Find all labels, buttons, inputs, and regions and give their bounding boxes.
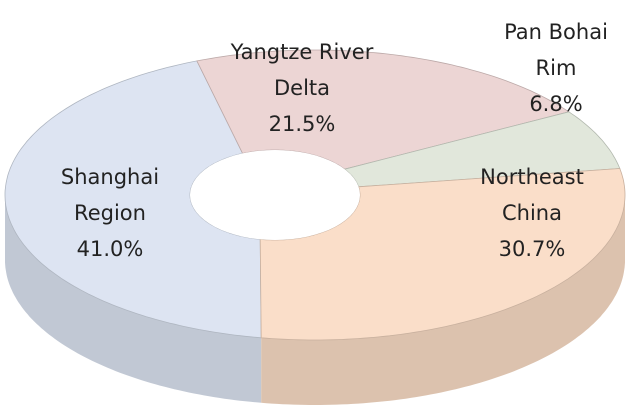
value-label: 21.5% bbox=[268, 112, 336, 136]
slice-side bbox=[261, 195, 625, 405]
category-name: Pan Bohai Rim bbox=[504, 20, 608, 80]
data-label: Pan Bohai Rim 6.8% bbox=[496, 14, 616, 122]
value-label: 41.0% bbox=[76, 237, 144, 261]
category-name: Northeast China bbox=[480, 165, 584, 225]
data-label: Shanghai Region 41.0% bbox=[55, 159, 165, 267]
data-label: Northeast China 30.7% bbox=[472, 159, 592, 267]
category-name: Shanghai Region bbox=[60, 165, 160, 225]
slice-side bbox=[5, 195, 262, 403]
value-label: 30.7% bbox=[498, 237, 566, 261]
category-name: Yangtze River Delta bbox=[230, 40, 374, 100]
data-label: Yangtze River Delta 21.5% bbox=[217, 34, 387, 142]
donut-hole bbox=[190, 150, 360, 240]
value-label: 6.8% bbox=[529, 92, 583, 116]
